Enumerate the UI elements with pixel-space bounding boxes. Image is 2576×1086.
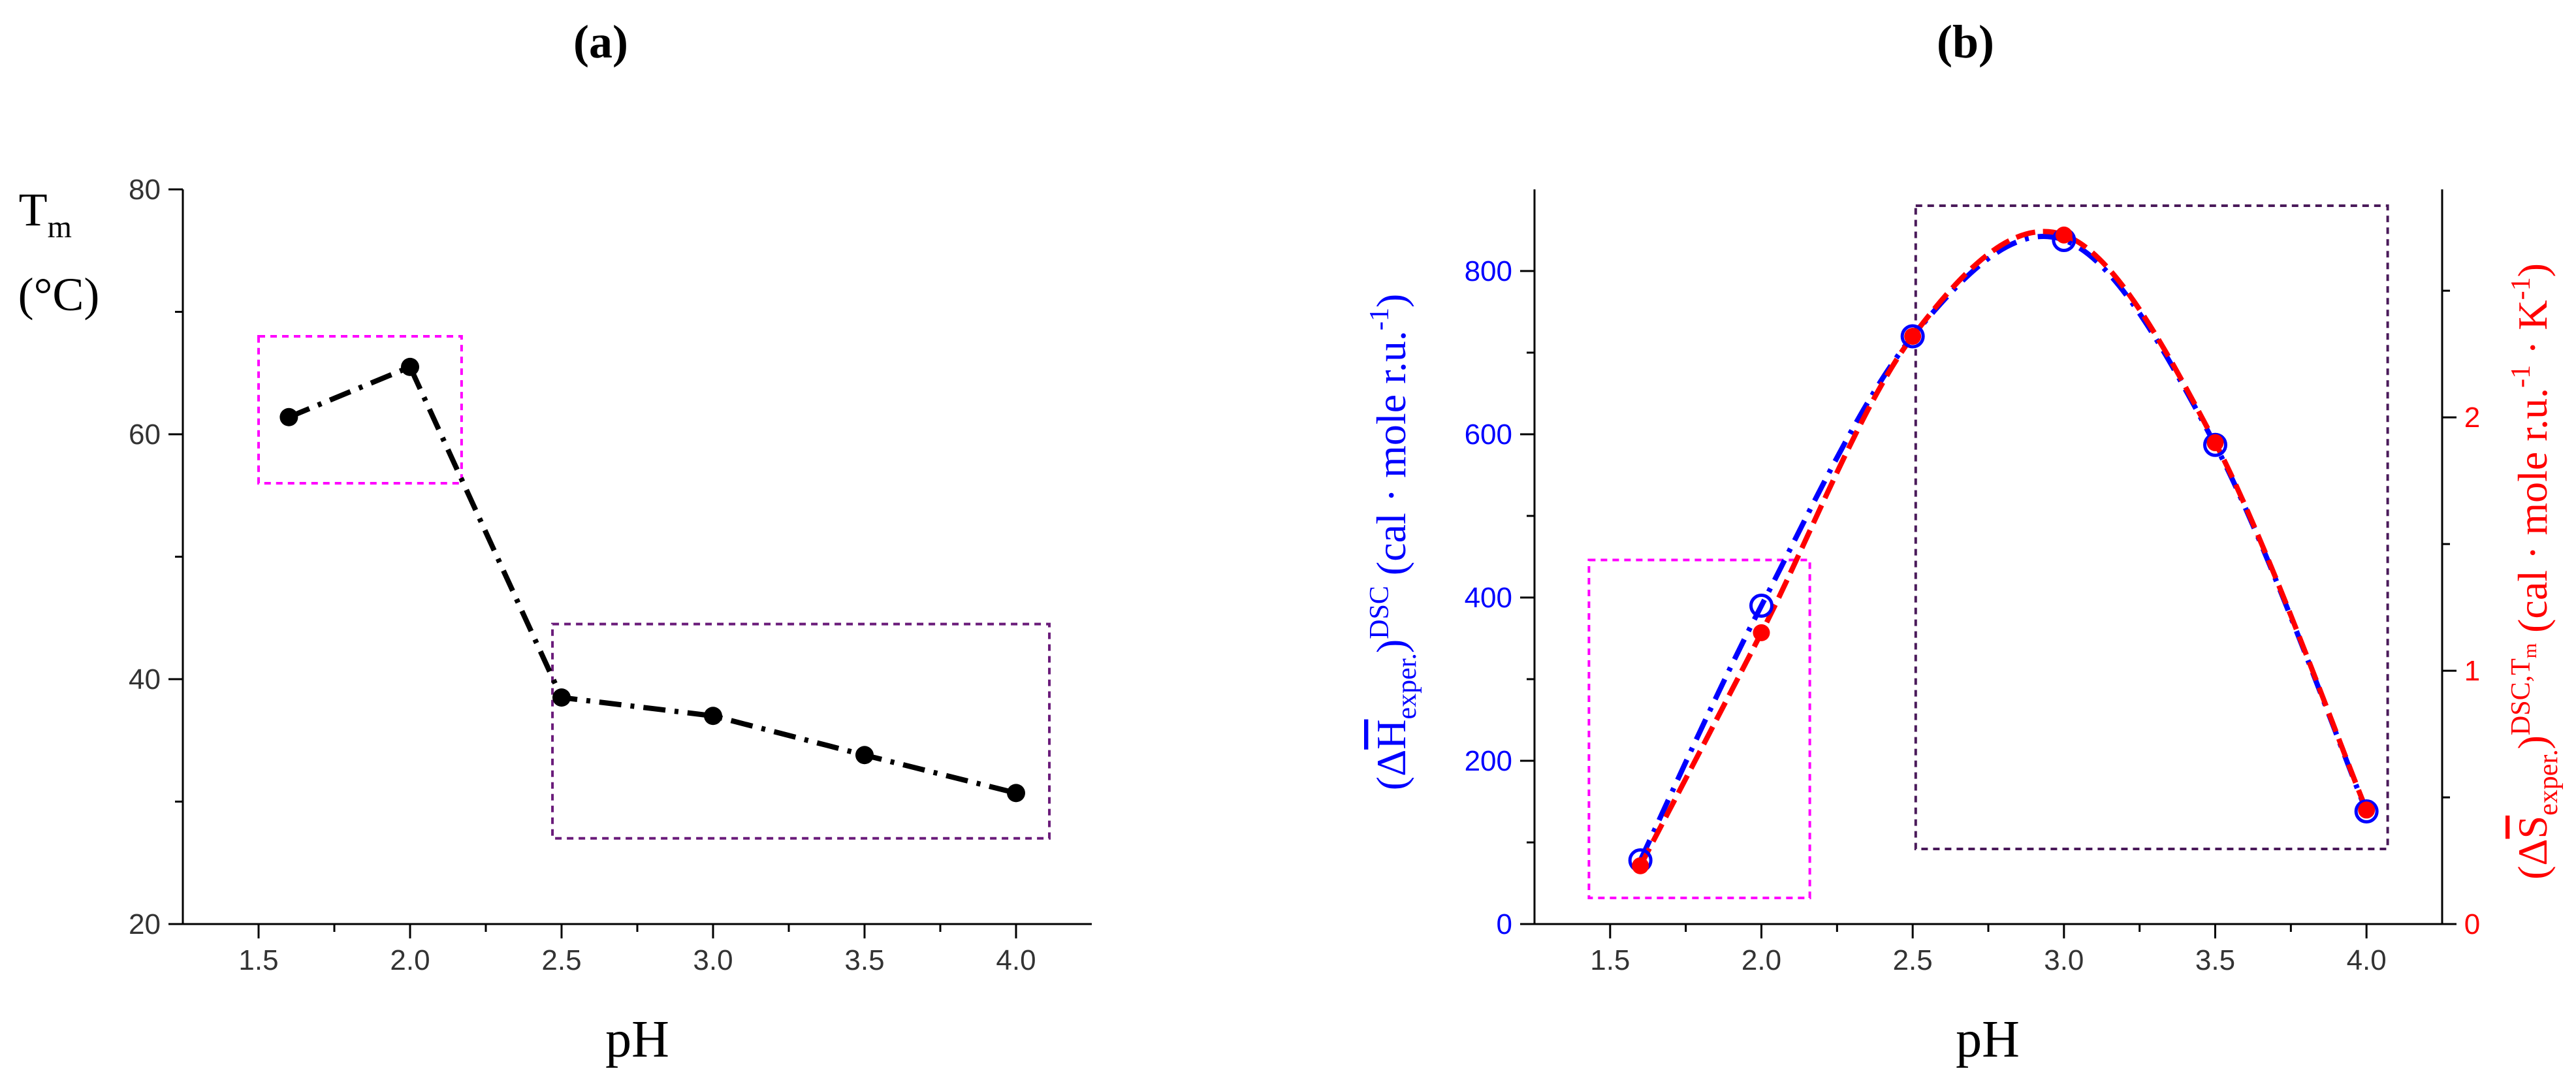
panel-b-enthalpy-point <box>1749 594 1773 618</box>
panel-b-right-title-sup-sub: m <box>2519 643 2541 658</box>
panel-a-high-ph-box <box>551 622 1051 840</box>
panel-b-series-entropy-line <box>1638 229 2369 867</box>
panel-b-left-title-sup: DSC <box>1365 586 1395 639</box>
panel-b-left-title-unit: (cal · mole r.u. <box>1368 330 1414 586</box>
panel-b-enthalpy-point <box>1900 324 1925 349</box>
panel-a-low-ph-box <box>257 335 463 485</box>
panel-b-right-title-unit-sup2: -1 <box>2506 277 2536 300</box>
panel-b-left-title-symbol: H <box>1368 720 1414 750</box>
panel-a-x-tick-label: 4.0 <box>996 944 1036 976</box>
panel-b-series-enthalpy-line <box>1638 234 2369 862</box>
panel-a-y-axis-title-main: T <box>19 184 48 236</box>
panel-b-right-title-symbol: S <box>2509 816 2556 839</box>
panel-b-left-title-sub: exper. <box>1392 653 1422 719</box>
panel-b-enthalpy-point <box>2354 799 2379 823</box>
panel-b-entropy-point <box>2358 801 2376 819</box>
panel-b-left-y-tick-label: 600 <box>1465 419 1512 451</box>
panel-a-label: (a) <box>573 16 628 68</box>
panel-b-left-y-tick-label: 200 <box>1465 745 1512 777</box>
panel-b-high-ph-box <box>1914 204 2389 850</box>
panel-b-right-title-unit: (cal · mole r.u. <box>2509 388 2556 643</box>
panel-a-data-point <box>855 746 874 765</box>
panel-b-x-tick-label: 1.5 <box>1590 944 1630 976</box>
panel-b-right-title-close: ) <box>2509 735 2556 749</box>
panel-a-x-axis-title: pH <box>605 1011 669 1068</box>
panel-b-x-tick-label: 3.5 <box>2195 944 2235 976</box>
panel-b-entropy-point <box>1632 857 1649 874</box>
panel-a-x-tick-label: 3.0 <box>693 944 733 976</box>
panel-b-x-tick-label: 4.0 <box>2347 944 2387 976</box>
panel-a-y-axis-title-sub: m <box>48 210 72 244</box>
panel-b-left-y-tick-label: 400 <box>1465 582 1512 614</box>
panel-a-line-chart: (a) Tm (°C) pH 1.5 2.0 2.5 3.0 3.5 4.0 20 40 60 8… <box>18 16 1092 1068</box>
panel-b-left-y-tick-label: 0 <box>1497 908 1512 940</box>
panel-a-data-point <box>704 707 722 726</box>
panel-b-x-tick-label: 2.5 <box>1893 944 1933 976</box>
panel-b-entropy-point <box>2055 226 2073 244</box>
panel-a-series-line <box>287 363 1017 796</box>
panel-a-x-tick-label: 1.5 <box>238 944 278 976</box>
panel-b-left-y-axis-title: (ΔHexper.)DSC (cal · mole r.u.-1) <box>1365 294 1422 790</box>
panel-b-left-y-tick-label: 800 <box>1465 255 1512 287</box>
panel-b-entropy-point <box>1904 328 1922 345</box>
panel-b-entropy-point <box>1753 624 1770 641</box>
panel-b-left-title-close: ) <box>1368 639 1414 653</box>
panel-b-right-title-sup: DSC,T <box>2506 658 2536 735</box>
panel-b-left-title-open: (Δ <box>1368 750 1414 790</box>
panel-b-label: (b) <box>1937 16 1994 68</box>
panel-b-left-title-unit-close: ) <box>1368 294 1414 308</box>
panel-b-line-chart: (b) pH (ΔHexper.)DSC (cal · mole r.u.-1)… <box>1365 16 2564 1068</box>
panel-b-right-y-tick-label: 2 <box>2464 402 2480 434</box>
panel-b-right-title-unit-mid: · K <box>2509 300 2556 365</box>
panel-b-x-tick-label: 2.0 <box>1741 944 1781 976</box>
panel-b-low-ph-box <box>1587 558 1811 899</box>
panel-a-data-point <box>401 357 419 376</box>
panel-b-right-y-tick-label: 1 <box>2464 655 2480 687</box>
panel-a-y-axis-unit: (°C) <box>18 268 100 321</box>
panel-b-right-title-unit-sup: -1 <box>2506 365 2536 388</box>
panel-b-left-title-unit-sup: -1 <box>1365 308 1395 330</box>
panel-b-right-y-tick-label: 0 <box>2464 908 2480 940</box>
panel-a-x-tick-label: 2.0 <box>390 944 430 976</box>
panel-a-y-tick-label: 40 <box>129 663 161 695</box>
panel-b-right-title-open: (Δ <box>2509 838 2556 879</box>
panel-b-right-y-axis-title: (ΔSexper.)DSC,Tm (cal · mole r.u.-1 · K-… <box>2506 263 2564 880</box>
panel-a-x-tick-label: 3.5 <box>844 944 884 976</box>
panel-a-data-point <box>552 688 571 707</box>
panel-b-entropy-point <box>2206 434 2224 451</box>
panel-a-y-tick-label: 80 <box>129 174 161 206</box>
panel-a-data-point <box>279 407 298 426</box>
panel-a-x-tick-label: 2.5 <box>541 944 581 976</box>
panel-a-y-axis-title: Tm <box>19 184 72 244</box>
panel-b-x-tick-label: 3.0 <box>2044 944 2084 976</box>
panel-b-right-title-sub: exper. <box>2534 749 2564 815</box>
panel-a-data-point <box>1007 784 1025 803</box>
panel-a-y-tick-label: 20 <box>129 908 161 940</box>
panel-a-y-tick-label: 60 <box>129 419 161 451</box>
panel-b-x-axis-title: pH <box>1956 1011 2020 1068</box>
panel-b-right-title-unit-close: ) <box>2509 263 2556 277</box>
